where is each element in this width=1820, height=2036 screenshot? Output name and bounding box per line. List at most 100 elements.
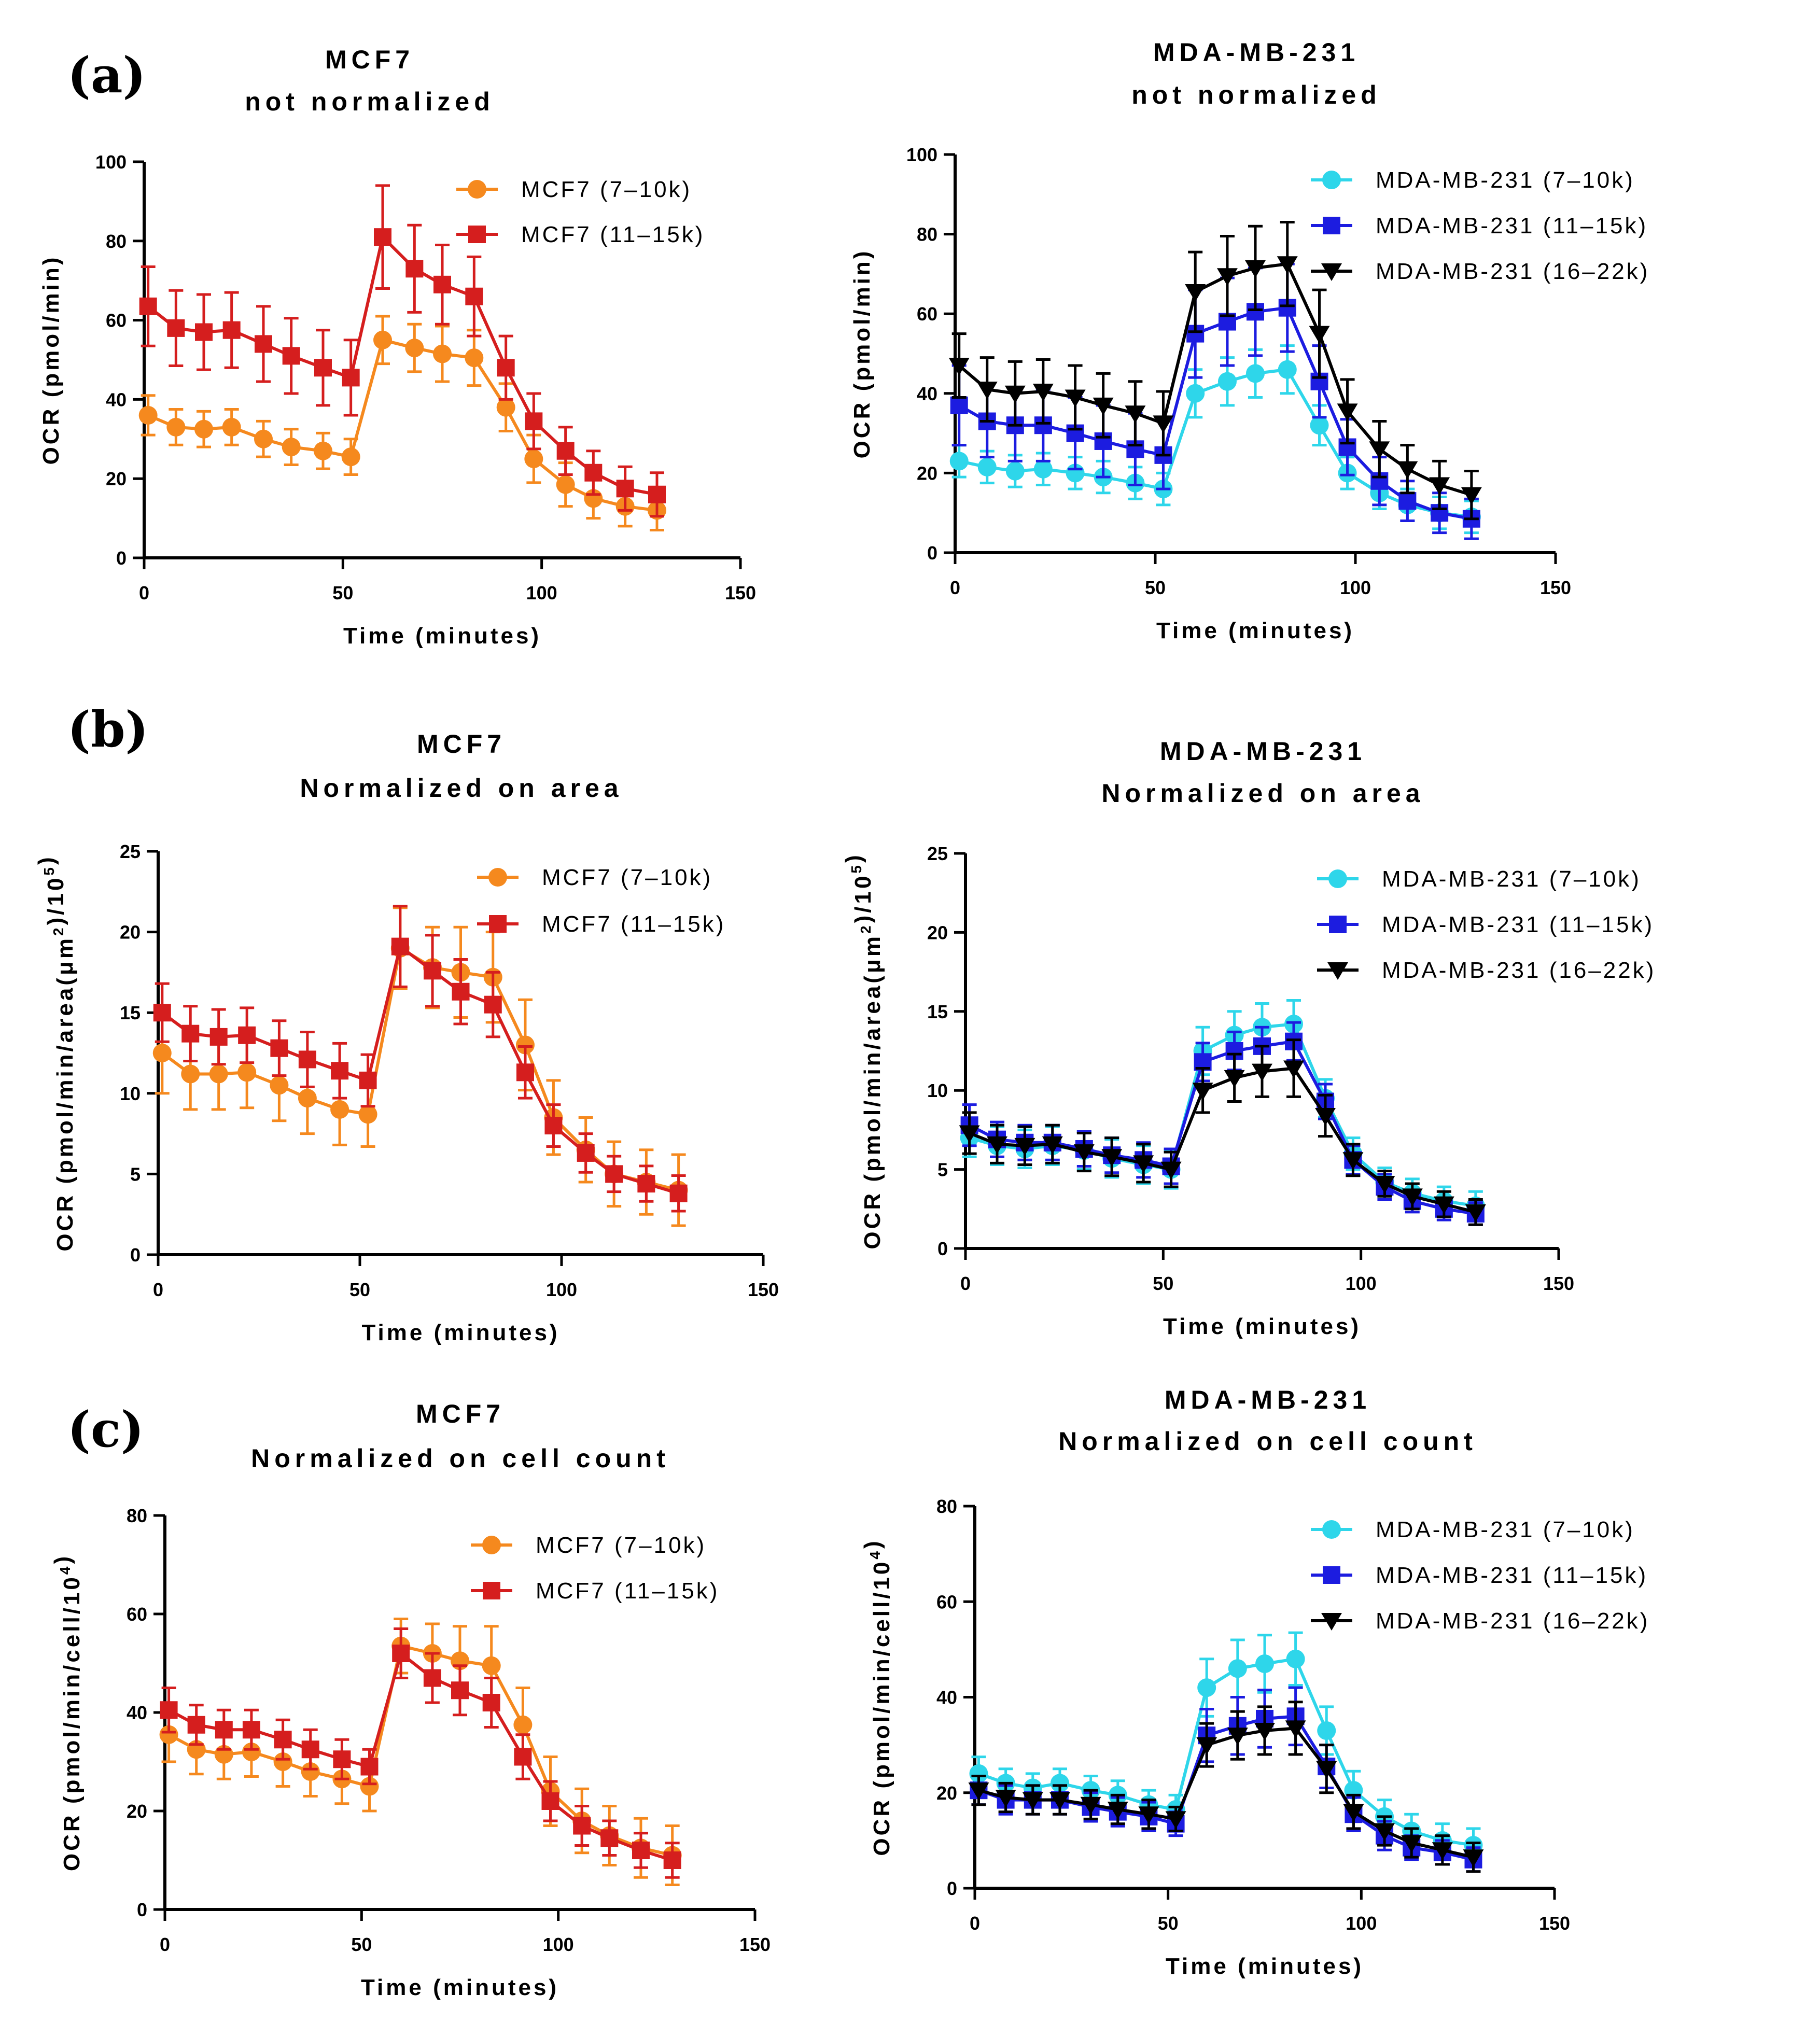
chart-b-mda-mb-231-series-mda-mb-231-16-22k-point xyxy=(1042,1136,1063,1154)
chart-c-mcf7-y-tick-label: 20 xyxy=(127,1801,147,1822)
chart-a-mcf7-series-mcf7-11-15k-point xyxy=(222,321,241,339)
chart-b-mda-mb-231-legend-entry: MDA-MB-231 (7–10k) xyxy=(1317,866,1639,892)
chart-c-mda-mb-231-legend-entry: MDA-MB-231 (16–22k) xyxy=(1311,1608,1649,1634)
chart-c-mda-mb-231-series-mda-mb-231-16-22k-point xyxy=(1107,1801,1128,1819)
chart-a-mda-mb-231-x-tick-label: 150 xyxy=(1540,577,1571,598)
chart-a-mda-mb-231-series-mda-mb-231-7-10k-point xyxy=(1033,459,1053,479)
chart-b-mda-mb-231-y-tick-label: 25 xyxy=(927,843,948,864)
chart-c-mda-mb-231-legend-label: MDA-MB-231 (7–10k) xyxy=(1376,1517,1635,1542)
chart-a-mcf7-x-tick-label: 0 xyxy=(139,582,149,603)
chart-c-mda-mb-231-x-tick-label: 100 xyxy=(1346,1913,1377,1934)
chart-b-mcf7-y-tick-label: 15 xyxy=(120,1002,141,1023)
chart-b-mda-mb-231-y-tick-label: 10 xyxy=(927,1080,948,1101)
chart-a-mda-mb-231-series-mda-mb-231-16-22k-point xyxy=(948,358,970,376)
chart-a-mda-mb-231-series-mda-mb-231-7-10k-point xyxy=(1005,461,1025,481)
chart-b-mcf7-title-line-1: MCF7 xyxy=(417,729,506,759)
chart-c-mda-mb-231-title-line-1: MDA-MB-231 xyxy=(1165,1385,1371,1414)
chart-b-mcf7-series-mcf7-11-15k-point xyxy=(391,937,409,956)
panel-label-b: (b) xyxy=(67,701,148,759)
chart-b-mda-mb-231-title-line-1: MDA-MB-231 xyxy=(1160,737,1366,766)
chart-c-mda-mb-231-series-mda-mb-231-16-22k-point xyxy=(1196,1737,1217,1755)
chart-a-mcf7-series-mcf7-11-15k-point xyxy=(465,287,483,305)
chart-c-mda-mb-231-series-mda-mb-231-16-22k-point xyxy=(1049,1792,1070,1810)
chart-a-mcf7-y-tick-label: 60 xyxy=(106,310,127,331)
chart-a-mcf7-series-mcf7-11-15k-point xyxy=(525,412,543,430)
chart-a-mcf7-series-mcf7-11-15k-point xyxy=(556,442,575,460)
chart-b-mcf7-series-mcf7-11-15k-point xyxy=(238,1026,256,1044)
chart-a-mda-mb-231-legend-marker xyxy=(1322,171,1341,189)
chart-a-mda-mb-231-x-axis-title: Time (minutes) xyxy=(1156,618,1354,643)
chart-a-mcf7-series-mcf7-11-15k-point xyxy=(195,323,213,341)
chart-c-mcf7-legend-label: MCF7 (7–10k) xyxy=(536,1533,706,1558)
chart-b-mcf7-series-mcf7-7-10k-point xyxy=(237,1063,257,1082)
chart-c-mda-mb-231-series-mda-mb-231-16-22k-point xyxy=(1227,1728,1248,1746)
chart-b-mcf7-y-tick-label: 0 xyxy=(130,1244,141,1266)
chart-b-mcf7-y-tick-label: 25 xyxy=(120,841,141,862)
chart-a-mcf7-series-mcf7-11-15k-point xyxy=(139,297,157,315)
chart-b-mcf7-x-tick-label: 100 xyxy=(546,1279,577,1300)
chart-c-mcf7-series-mcf7-11-15k-point xyxy=(482,1694,500,1711)
chart-c-mcf7-series-mcf7-11-15k-point xyxy=(573,1817,591,1835)
chart-a-mcf7-y-tick-label: 100 xyxy=(95,151,127,173)
chart-a-mda-mb-231-y-tick-label: 20 xyxy=(917,462,937,484)
chart-c-mda-mb-231-series-mda-mb-231-7-10k-point xyxy=(1255,1654,1274,1674)
chart-a-mda-mb-231-series-mda-mb-231-16-22k-point xyxy=(1125,405,1146,424)
chart-b-mcf7-series-mcf7-7-10k-point xyxy=(209,1064,228,1084)
chart-b-mda-mb-231-y-tick-label: 5 xyxy=(937,1159,948,1181)
chart-b-mcf7-x-tick-label: 0 xyxy=(153,1279,163,1300)
chart-c-mcf7-series-mcf7-7-10k-point xyxy=(301,1762,320,1781)
chart-a-mda-mb-231-legend-marker xyxy=(1323,217,1340,234)
chart-b-mcf7-y-tick-label: 5 xyxy=(130,1163,141,1185)
chart-c-mda-mb-231-series-mda-mb-231-7-10k-point xyxy=(1050,1774,1069,1793)
chart-b-mcf7-y-axis-title: OCR (pmol/min/area(μm2)/105) xyxy=(34,854,78,1251)
chart-c-mda-mb-231-series-mda-mb-231-16-22k-point xyxy=(1285,1720,1306,1738)
chart-c-mcf7-y-tick-label: 60 xyxy=(127,1604,147,1625)
chart-c-mcf7-series-mcf7-11-15k-point xyxy=(187,1716,205,1734)
chart-c-mda-mb-231-legend-label: MDA-MB-231 (16–22k) xyxy=(1376,1608,1649,1634)
chart-c-mcf7-x-axis-title: Time (minutes) xyxy=(361,1975,559,2000)
chart-c-mcf7-series-mcf7-11-15k-point xyxy=(423,1669,441,1687)
chart-c-mcf7-legend-marker xyxy=(482,1536,501,1554)
chart-a-mda-mb-231-series-mda-mb-231-16-22k-point xyxy=(1216,268,1238,286)
chart-a-mda-mb-231-series-mda-mb-231-16-22k-point xyxy=(1004,385,1026,403)
chart-c-mda-mb-231-series-mda-mb-231-16-22k-point xyxy=(1316,1761,1337,1779)
chart-c-mcf7-series-mcf7-7-10k-point xyxy=(360,1777,379,1796)
chart-c-mda-mb-231-series-mda-mb-231-16-22k-point xyxy=(1254,1722,1275,1740)
chart-a-mcf7-series-mcf7-7-10k-point xyxy=(222,417,241,437)
chart-b-mcf7-series-mcf7-7-10k-point xyxy=(298,1089,317,1108)
chart-a-mcf7-title-line-1: MCF7 xyxy=(325,45,414,74)
chart-c-mda-mb-231-title-line-2: Normalized on cell count xyxy=(1058,1427,1477,1456)
chart-c-mcf7-series-mcf7-11-15k-point xyxy=(301,1740,319,1759)
chart-c-mcf7-x-tick-label: 150 xyxy=(739,1934,771,1955)
chart-b-mcf7-series-mcf7-11-15k-point xyxy=(484,995,502,1014)
chart-a-mcf7-series-mcf7-11-15k xyxy=(139,184,666,518)
chart-a-mcf7-series-mcf7-11-15k-point xyxy=(374,228,391,246)
chart-a-mda-mb-231-series-mda-mb-231-7-10k-point xyxy=(1310,416,1329,435)
chart-a-mda-mb-231-x-tick-label: 0 xyxy=(950,577,960,598)
chart-c-mda-mb-231-y-tick-label: 80 xyxy=(936,1496,957,1517)
chart-c-mcf7-series-mcf7-7-10k-point xyxy=(482,1656,501,1675)
chart-c-mda-mb-231-legend-label: MDA-MB-231 (11–15k) xyxy=(1376,1563,1648,1588)
chart-a-mda-mb-231-series-mda-mb-231-16-22k-point xyxy=(1369,441,1390,459)
chart-c-mda-mb-231-x-tick-label: 150 xyxy=(1539,1913,1570,1934)
chart-c-mcf7-series-mcf7-11-15k-point xyxy=(451,1681,469,1700)
chart-c-mcf7-series-mcf7-11-15k-point xyxy=(392,1645,410,1662)
chart-a-mcf7-legend-marker xyxy=(468,180,486,199)
chart-b-mcf7-series-mcf7-11-15k-point xyxy=(605,1165,623,1183)
chart-b-mda-mb-231-legend-marker xyxy=(1329,916,1347,933)
chart-a-mda-mb-231-series-mda-mb-231-16-22k-point xyxy=(1153,415,1174,433)
chart-c-mda-mb-231-series-mda-mb-231-7-10k-point xyxy=(969,1764,988,1783)
chart-a-mda-mb-231-x-tick-label: 50 xyxy=(1145,577,1166,598)
chart-c-mda-mb-231-series-mda-mb-231-16-22k-point xyxy=(1165,1811,1186,1829)
chart-c-mda-mb-231-x-tick-label: 50 xyxy=(1158,1913,1179,1934)
chart-a-mcf7-series-mcf7-11-15k-point xyxy=(405,260,424,278)
chart-a-mcf7-series-mcf7-7-10k-point xyxy=(166,417,186,437)
chart-b-mcf7-series-mcf7-11-15k-point xyxy=(181,1024,200,1043)
panel-label-c: (c) xyxy=(67,1401,144,1458)
chart-c-mcf7-series-mcf7-7-10k-point xyxy=(513,1715,533,1734)
chart-a-mcf7-series-mcf7-11-15k-point xyxy=(314,359,332,377)
chart-c-mcf7-title-line-1: MCF7 xyxy=(416,1399,505,1428)
chart-b-mcf7-series-mcf7-7-10k-point xyxy=(515,1035,535,1055)
